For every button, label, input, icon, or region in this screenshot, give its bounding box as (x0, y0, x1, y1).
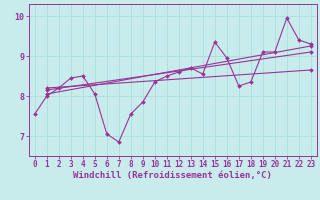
X-axis label: Windchill (Refroidissement éolien,°C): Windchill (Refroidissement éolien,°C) (73, 171, 272, 180)
